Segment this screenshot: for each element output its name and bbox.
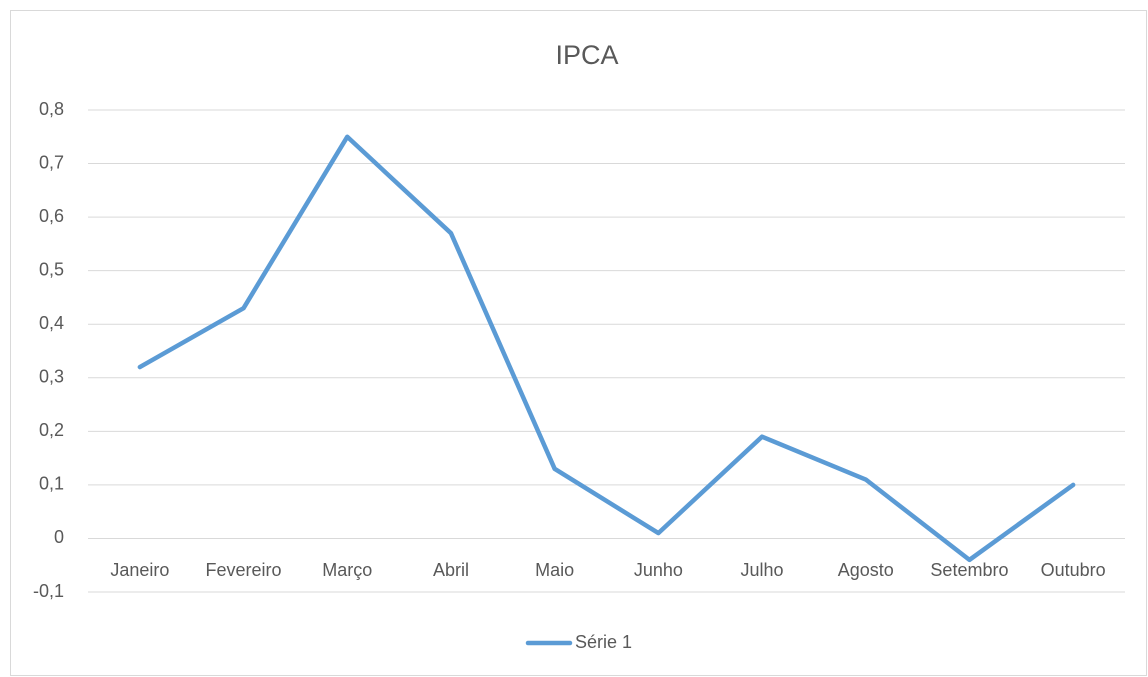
x-tick-label: Agosto xyxy=(838,560,894,580)
y-tick-label: 0,2 xyxy=(39,420,64,440)
x-tick-label: Janeiro xyxy=(110,560,169,580)
y-tick-label: 0,3 xyxy=(39,367,64,387)
y-tick-label: 0,6 xyxy=(39,206,64,226)
y-tick-label: -0,1 xyxy=(33,581,64,601)
x-tick-label: Maio xyxy=(535,560,574,580)
x-tick-label: Julho xyxy=(741,560,784,580)
y-tick-label: 0,1 xyxy=(39,474,64,494)
chart-title: IPCA xyxy=(555,40,618,70)
x-tick-label: Junho xyxy=(634,560,683,580)
x-tick-label: Março xyxy=(322,560,372,580)
y-tick-label: 0,8 xyxy=(39,99,64,119)
y-tick-label: 0,5 xyxy=(39,259,64,279)
y-tick-label: 0,4 xyxy=(39,313,64,333)
y-tick-label: 0,7 xyxy=(39,152,64,172)
x-tick-label: Setembro xyxy=(930,560,1008,580)
x-tick-label: Fevereiro xyxy=(206,560,282,580)
chart-border xyxy=(10,10,1147,676)
x-tick-label: Abril xyxy=(433,560,469,580)
x-tick-label: Outubro xyxy=(1041,560,1106,580)
y-tick-label: 0 xyxy=(54,527,64,547)
legend-label: Série 1 xyxy=(575,632,632,652)
line-series xyxy=(137,134,1076,563)
